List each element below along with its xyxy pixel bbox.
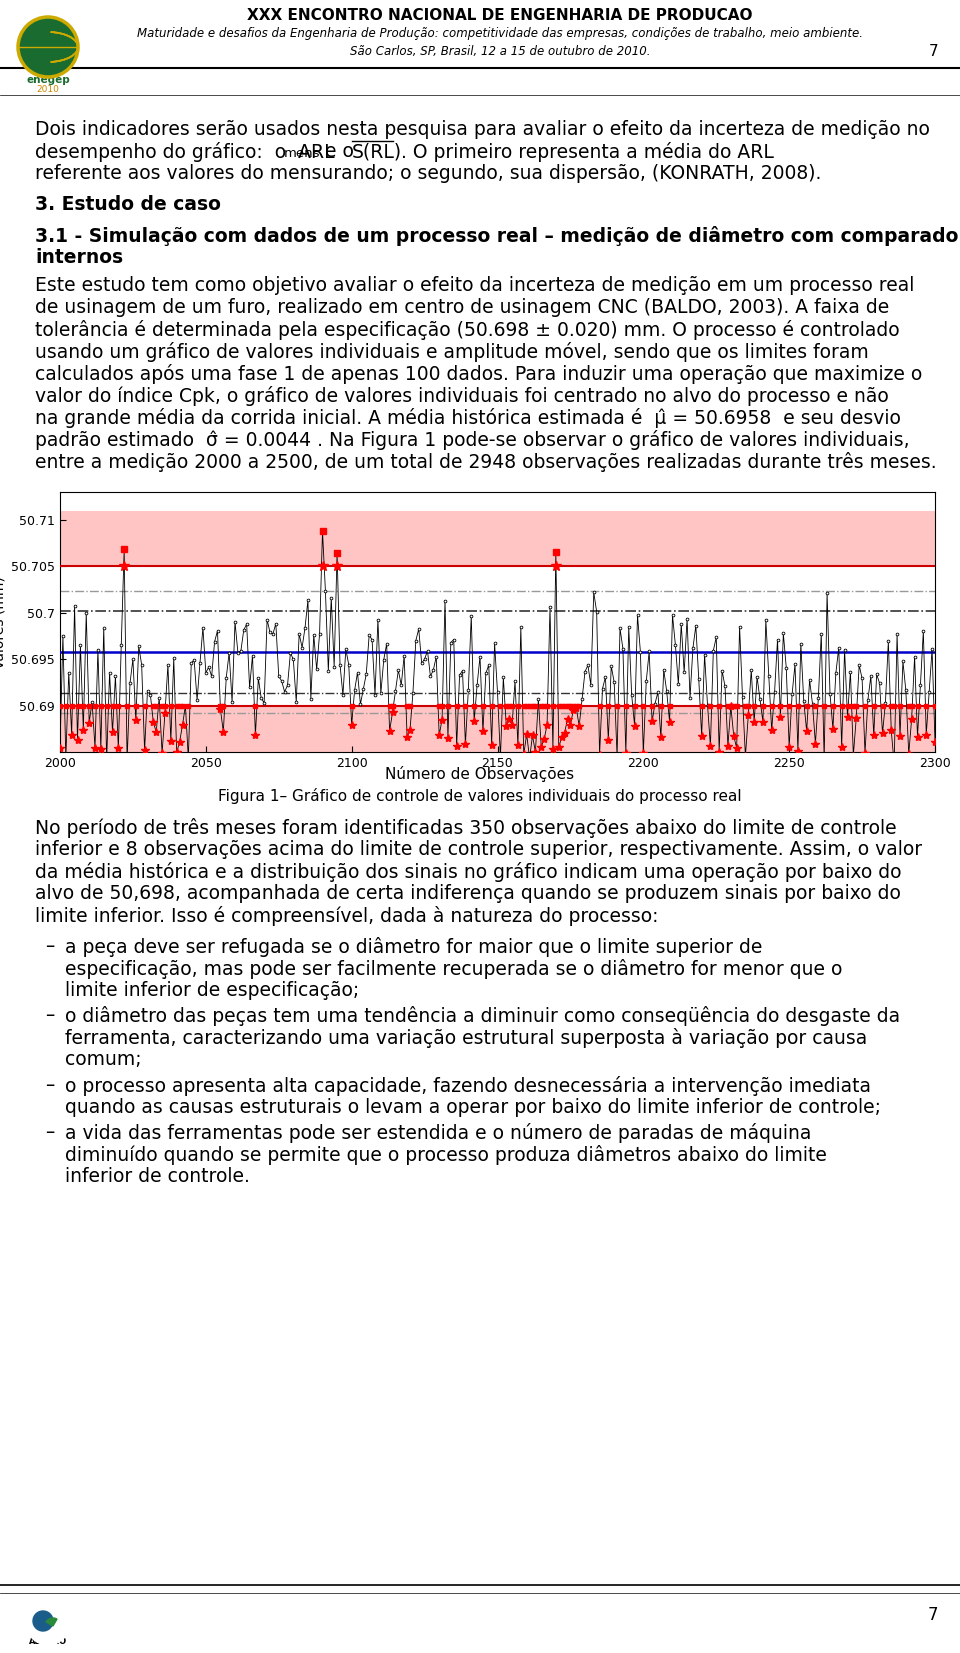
Text: tolerância é determinada pela especificação (50.698 ± 0.020) mm. O processo é co: tolerância é determinada pela especifica… — [35, 321, 900, 341]
Text: Maturidade e desafios da Engenharia de Produção: competitividade das empresas, c: Maturidade e desafios da Engenharia de P… — [137, 28, 863, 41]
Circle shape — [18, 17, 78, 78]
Text: mens: mens — [284, 147, 321, 160]
Text: valor do índice Cpk, o gráfico de valores individuais foi centrado no alvo do pr: valor do índice Cpk, o gráfico de valore… — [35, 387, 889, 407]
Text: na grande média da corrida inicial. A média histórica estimada é  μ̂ = 50.6958  : na grande média da corrida inicial. A mé… — [35, 408, 900, 428]
Text: entre a medição 2000 a 2500, de um total de 2948 observações realizadas durante : entre a medição 2000 a 2500, de um total… — [35, 453, 937, 473]
Text: No período de três meses foram identificadas 350 observações abaixo do limite de: No período de três meses foram identific… — [35, 818, 897, 838]
Text: a peça deve ser refugada se o diâmetro for maior que o limite superior de: a peça deve ser refugada se o diâmetro f… — [65, 937, 762, 957]
Text: da média histórica e a distribuição dos sinais no gráfico indicam uma operação p: da média histórica e a distribuição dos … — [35, 863, 901, 883]
Text: Número de Observações: Número de Observações — [385, 767, 575, 782]
Text: desempenho do gráfico:  o  ARL: desempenho do gráfico: o ARL — [35, 142, 335, 162]
Text: calculados após uma fase 1 de apenas 100 dados. Para induzir uma operação que ma: calculados após uma fase 1 de apenas 100… — [35, 364, 923, 383]
Text: internos: internos — [35, 248, 123, 266]
Text: São Carlos, SP, Brasil, 12 a 15 de outubro de 2010.: São Carlos, SP, Brasil, 12 a 15 de outub… — [349, 46, 650, 58]
Text: inferior e 8 observações acima do limite de controle superior, respectivamente. : inferior e 8 observações acima do limite… — [35, 840, 923, 860]
Text: a vida das ferramentas pode ser estendida e o número de paradas de máquina: a vida das ferramentas pode ser estendid… — [65, 1122, 811, 1142]
Text: 2010: 2010 — [36, 86, 60, 94]
Text: Figura 1– Gráfico de controle de valores individuais do processo real: Figura 1– Gráfico de controle de valores… — [218, 788, 742, 805]
Bar — [60, 511, 935, 567]
Text: S(RL): S(RL) — [352, 142, 402, 160]
Text: 7: 7 — [927, 1607, 938, 1623]
Text: e o: e o — [319, 142, 366, 160]
Text: o diâmetro das peças tem uma tendência a diminuir como conseqüência do desgaste : o diâmetro das peças tem uma tendência a… — [65, 1007, 900, 1027]
Text: 3. Estudo de caso: 3. Estudo de caso — [35, 195, 221, 213]
Text: quando as causas estruturais o levam a operar por baixo do limite inferior de co: quando as causas estruturais o levam a o… — [65, 1098, 881, 1116]
Text: especificação, mas pode ser facilmente recuperada se o diâmetro for menor que o: especificação, mas pode ser facilmente r… — [65, 959, 842, 979]
Text: ABEPRO: ABEPRO — [29, 1636, 67, 1645]
Text: 3.1 - Simulação com dados de um processo real – medição de diâmetro com comparad: 3.1 - Simulação com dados de um processo… — [35, 225, 960, 246]
Text: referente aos valores do mensurando; o segundo, sua dispersão, (KONRATH, 2008).: referente aos valores do mensurando; o s… — [35, 164, 822, 183]
Circle shape — [26, 1602, 70, 1645]
Text: diminuído quando se permite que o processo produza diâmetros abaixo do limite: diminuído quando se permite que o proces… — [65, 1146, 827, 1165]
Text: XXX ENCONTRO NACIONAL DE ENGENHARIA DE PRODUCAO: XXX ENCONTRO NACIONAL DE ENGENHARIA DE P… — [248, 8, 753, 23]
Text: . O primeiro representa a média do ARL: . O primeiro representa a média do ARL — [395, 142, 774, 162]
Text: –: – — [45, 1122, 55, 1142]
Circle shape — [33, 1612, 53, 1632]
Text: padrão estimado  σ̂ = 0.0044 . Na Figura 1 pode-se observar o gráfico de valores: padrão estimado σ̂ = 0.0044 . Na Figura … — [35, 430, 910, 450]
Text: usando um gráfico de valores individuais e amplitude móvel, sendo que os limites: usando um gráfico de valores individuais… — [35, 342, 869, 362]
Text: 7: 7 — [928, 45, 938, 60]
Wedge shape — [46, 1618, 57, 1627]
Text: Dois indicadores serão usados nesta pesquisa para avaliar o efeito da incerteza : Dois indicadores serão usados nesta pesq… — [35, 121, 930, 139]
Text: alvo de 50,698, acompanhada de certa indiferença quando se produzem sinais por b: alvo de 50,698, acompanhada de certa ind… — [35, 884, 900, 903]
Text: Este estudo tem como objetivo avaliar o efeito da incerteza de medição em um pro: Este estudo tem como objetivo avaliar o … — [35, 276, 914, 296]
Text: –: – — [45, 937, 55, 955]
Text: comum;: comum; — [65, 1050, 142, 1069]
Text: ferramenta, caracterizando uma variação estrutural superposta à variação por cau: ferramenta, caracterizando uma variação … — [65, 1028, 867, 1048]
Text: limite inferior de especificação;: limite inferior de especificação; — [65, 980, 359, 1000]
Text: –: – — [45, 1076, 55, 1094]
Y-axis label: Valores (mm): Valores (mm) — [0, 575, 7, 668]
Bar — [60, 706, 935, 762]
Text: –: – — [45, 1007, 55, 1025]
Text: limite inferior. Isso é compreensível, dada à natureza do processo:: limite inferior. Isso é compreensível, d… — [35, 906, 659, 926]
Text: de usinagem de um furo, realizado em centro de usinagem CNC (BALDO, 2003). A fai: de usinagem de um furo, realizado em cen… — [35, 298, 889, 317]
Text: enégep: enégep — [26, 74, 70, 86]
Text: inferior de controle.: inferior de controle. — [65, 1167, 250, 1185]
Text: o processo apresenta alta capacidade, fazendo desnecessária a intervenção imedia: o processo apresenta alta capacidade, fa… — [65, 1076, 871, 1096]
